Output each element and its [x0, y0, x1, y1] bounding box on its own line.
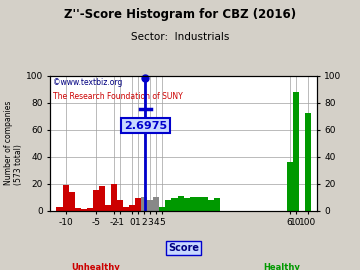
Bar	[111, 184, 117, 211]
Text: Sector:  Industrials: Sector: Industrials	[131, 32, 229, 42]
Text: Z''-Score Histogram for CBZ (2016): Z''-Score Histogram for CBZ (2016)	[64, 8, 296, 21]
Bar	[196, 197, 202, 211]
Text: ©www.textbiz.org: ©www.textbiz.org	[53, 78, 122, 87]
Bar	[153, 197, 159, 211]
Bar	[177, 196, 184, 211]
Bar	[305, 113, 311, 211]
Bar	[184, 198, 190, 211]
Bar	[208, 200, 214, 211]
Bar	[147, 200, 153, 211]
Bar	[117, 200, 123, 211]
Bar	[68, 192, 75, 211]
Bar	[135, 198, 141, 211]
Bar	[75, 208, 81, 211]
Bar	[63, 185, 68, 211]
Bar	[171, 198, 177, 211]
Bar	[293, 92, 299, 211]
Text: Score: Score	[168, 243, 199, 254]
Text: The Research Foundation of SUNY: The Research Foundation of SUNY	[53, 92, 183, 101]
Text: Healthy: Healthy	[264, 263, 301, 270]
Bar	[129, 205, 135, 211]
Bar	[166, 200, 171, 211]
Bar	[190, 197, 196, 211]
Text: Number of companies
(573 total): Number of companies (573 total)	[4, 101, 23, 185]
Text: Unhealthy: Unhealthy	[71, 263, 120, 270]
Bar	[123, 207, 129, 211]
Bar	[287, 162, 293, 211]
Bar	[87, 208, 93, 211]
Text: 2.6975: 2.6975	[124, 120, 167, 131]
Bar	[214, 198, 220, 211]
Bar	[57, 207, 63, 211]
Bar	[81, 209, 87, 211]
Bar	[93, 190, 99, 211]
Bar	[141, 197, 147, 211]
Bar	[99, 186, 105, 211]
Bar	[159, 207, 166, 211]
Bar	[202, 197, 208, 211]
Bar	[105, 205, 111, 211]
